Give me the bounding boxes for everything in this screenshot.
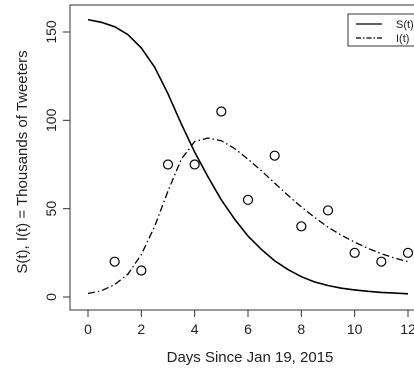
data-point (322, 205, 334, 216)
legend: S(t) I(t) (347, 13, 414, 47)
data-point (269, 150, 280, 161)
x-tick-label: 8 (297, 321, 305, 337)
x-tick-label: 6 (244, 321, 252, 337)
x-axis-title: Days Since Jan 19, 2015 (167, 349, 334, 366)
x-tick-label: 2 (137, 321, 145, 337)
data-point (402, 247, 414, 258)
series-line-i (87, 137, 409, 295)
x-tick-label: 4 (191, 321, 199, 337)
data-point (109, 256, 120, 267)
y-tick-label: 150 (43, 20, 59, 44)
series-line-s (87, 18, 409, 295)
data-point (349, 247, 360, 258)
x-tick-label: 12 (400, 321, 414, 337)
data-point (242, 194, 254, 205)
y-tick-label: 100 (43, 108, 59, 132)
legend-label: S(t) (396, 19, 414, 31)
data-point (216, 106, 227, 117)
data-point (162, 159, 174, 170)
data-point (296, 221, 307, 232)
series-group (87, 18, 409, 295)
x-tick-label: 10 (347, 321, 363, 337)
observed-points (109, 106, 414, 276)
y-axis-title: S(t), I(t) = Thousands of Tweeters (14, 50, 31, 273)
axes: 0 2 4 6 8 10 12 0 50 100 150 (43, 20, 414, 337)
x-tick-label: 0 (84, 321, 92, 337)
y-tick-label: 0 (43, 293, 59, 301)
data-point (189, 159, 200, 170)
plot-box (69, 4, 414, 311)
data-point (136, 265, 147, 276)
legend-box (347, 13, 414, 47)
plot-frame (69, 4, 414, 311)
y-tick-label: 50 (43, 201, 59, 217)
legend-label: I(t) (396, 33, 409, 45)
data-point (376, 256, 387, 267)
